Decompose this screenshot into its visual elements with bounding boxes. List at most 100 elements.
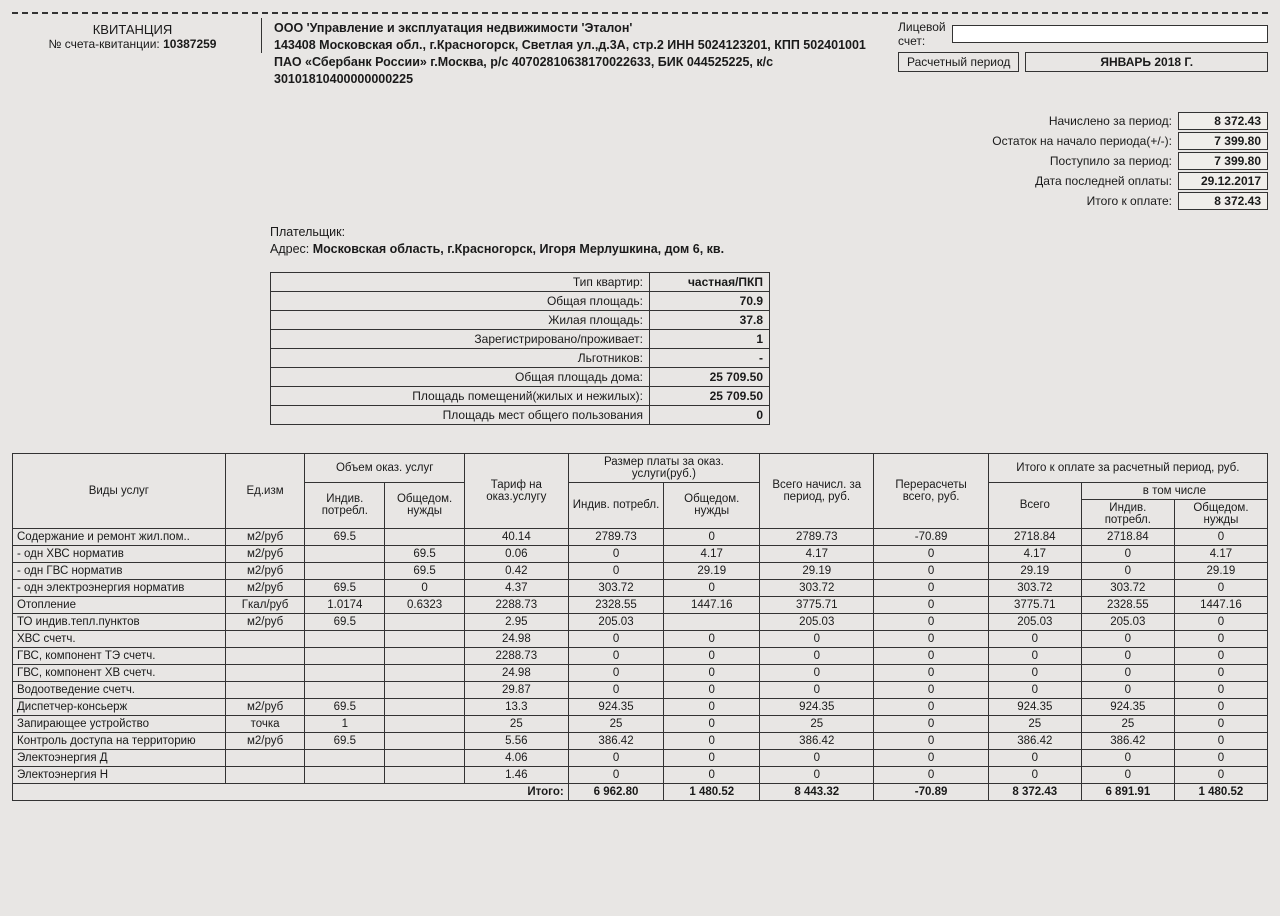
service-cell: 0 [874,698,988,715]
receipt-no-label: № счета-квитанции: [49,37,160,51]
service-cell: 0 [988,647,1081,664]
service-cell: Содержание и ремонт жил.пом.. [13,528,226,545]
service-row: Содержание и ремонт жил.пом..м2/руб69.54… [13,528,1268,545]
apt-label: Тип квартир: [271,272,650,291]
service-cell: 4.17 [760,545,874,562]
service-cell [305,647,385,664]
service-cell: 25 [988,715,1081,732]
service-row: Водоотведение счетч.29.870000000 [13,681,1268,698]
account-label: Лицевой счет: [898,20,946,48]
service-cell: 0 [874,681,988,698]
service-cell: точка [225,715,305,732]
service-cell: 25 [568,715,664,732]
service-cell: 0 [1174,766,1267,783]
service-cell: 0 [664,681,760,698]
service-cell: 303.72 [1081,579,1174,596]
service-cell: 4.17 [988,545,1081,562]
service-cell: 69.5 [305,579,385,596]
service-cell: 924.35 [988,698,1081,715]
service-cell: 40.14 [464,528,568,545]
service-cell: 0 [874,545,988,562]
apt-label: Площадь помещений(жилых и нежилых): [271,386,650,405]
service-cell: 0 [664,630,760,647]
service-cell: 0 [1174,579,1267,596]
apt-row: Льготников:- [271,348,770,367]
service-cell: 0 [874,766,988,783]
service-row: ОтоплениеГкал/руб1.01740.63232288.732328… [13,596,1268,613]
payer-label: Плательщик: [270,225,345,239]
summary-line: Итого к оплате:8 372.43 [898,192,1268,210]
service-cell: Запирающее устройство [13,715,226,732]
service-cell: 0 [988,630,1081,647]
totals-cell: 1 480.52 [1174,783,1267,800]
service-cell: 0 [568,630,664,647]
apt-row: Площадь мест общего пользования0 [271,405,770,424]
service-cell: 2.95 [464,613,568,630]
service-cell: 0 [664,664,760,681]
apt-value: 0 [650,405,770,424]
apt-row: Общая площадь дома:25 709.50 [271,367,770,386]
service-cell: 4.17 [664,545,760,562]
service-cell: 24.98 [464,664,568,681]
service-cell: Отопление [13,596,226,613]
service-cell: 0 [874,715,988,732]
service-cell: 0 [664,749,760,766]
service-cell [385,732,465,749]
service-cell: 0 [1081,681,1174,698]
service-cell: 0 [664,698,760,715]
service-cell: 25 [464,715,568,732]
summary-label: Дата последней оплаты: [1035,174,1172,188]
summary-label: Начислено за период: [1049,114,1172,128]
totals-row: Итого:6 962.801 480.528 443.32-70.898 37… [13,783,1268,800]
apt-value: 25 709.50 [650,367,770,386]
service-cell: 0 [1174,715,1267,732]
service-cell [305,766,385,783]
receipt-title: КВИТАНЦИЯ [12,22,253,37]
service-cell: 3775.71 [760,596,874,613]
service-cell: 69.5 [385,545,465,562]
service-cell: м2/руб [225,528,305,545]
service-cell: 0 [1081,545,1174,562]
totals-cell: 1 480.52 [664,783,760,800]
addr-label: Адрес: [270,242,309,256]
period-label: Расчетный период [898,52,1019,72]
service-cell: 0 [874,749,988,766]
company-line1: ООО 'Управление и эксплуатация недвижимо… [274,20,886,37]
service-cell: - одн электроэнергия норматив [13,579,226,596]
service-cell [305,630,385,647]
apt-value: 25 709.50 [650,386,770,405]
totals-cell: 6 891.91 [1081,783,1174,800]
th-vol-ind: Индив. потребл. [305,482,385,528]
service-cell: 0 [760,766,874,783]
service-row: ТО индив.тепл.пунктовм2/руб69.52.95205.0… [13,613,1268,630]
service-cell [305,681,385,698]
account-row: Лицевой счет: [898,20,1268,48]
service-cell: 0 [1174,681,1267,698]
service-cell: Диспетчер-консьерж [13,698,226,715]
service-cell: 0 [664,647,760,664]
service-cell: 0 [874,562,988,579]
service-cell: 0 [874,647,988,664]
apt-value: 1 [650,329,770,348]
service-cell: 0 [1174,698,1267,715]
th-volume-group: Объем оказ. услуг [305,453,465,482]
service-cell: 0 [1174,630,1267,647]
service-cell: Гкал/руб [225,596,305,613]
service-cell [225,630,305,647]
service-cell [305,562,385,579]
service-cell: 69.5 [385,562,465,579]
summary-line: Начислено за период:8 372.43 [898,112,1268,130]
apt-row: Зарегистрировано/проживает:1 [271,329,770,348]
service-cell: ГВС, компонент ХВ счетч. [13,664,226,681]
service-cell: 0 [760,664,874,681]
service-cell: 4.17 [1174,545,1267,562]
receipt-id-block: КВИТАНЦИЯ № счета-квитанции: 10387259 [12,18,262,53]
service-row: Диспетчер-консьержм2/руб69.513.3924.3509… [13,698,1268,715]
service-cell: 0 [664,579,760,596]
service-cell: 2288.73 [464,596,568,613]
service-cell [385,715,465,732]
services-table: Виды услуг Ед.изм Объем оказ. услуг Тари… [12,453,1268,801]
service-cell [305,545,385,562]
service-cell: 2789.73 [568,528,664,545]
apt-row: Жилая площадь:37.8 [271,310,770,329]
